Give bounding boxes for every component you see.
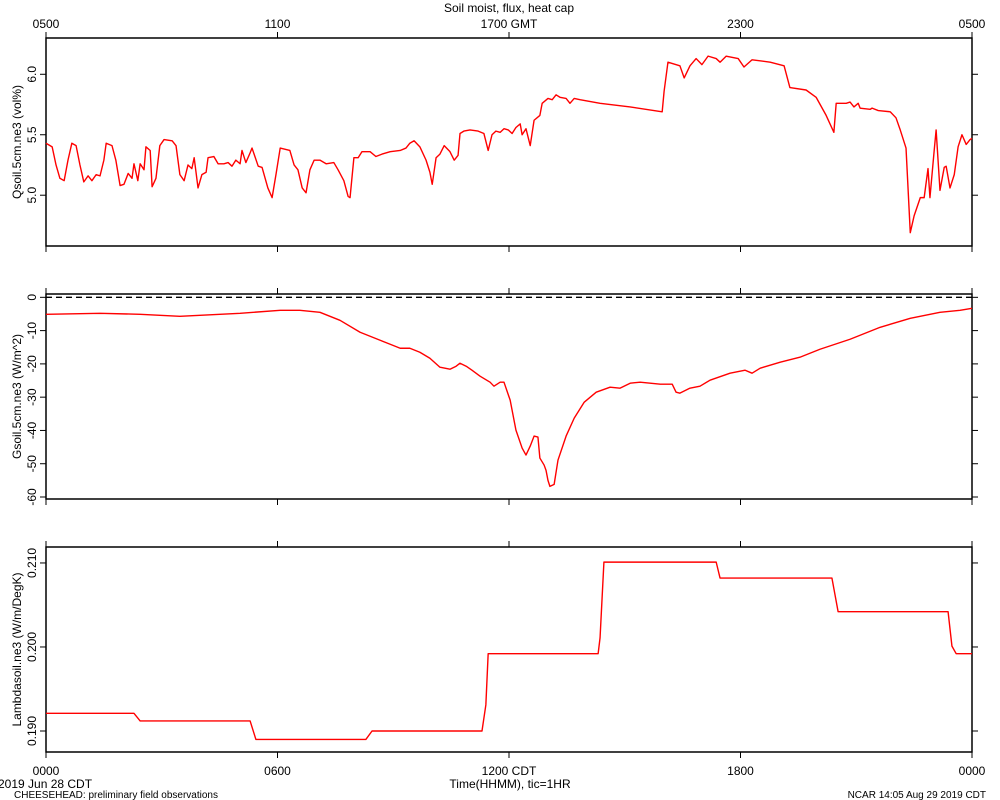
y-tick-label: 0.210 [25, 548, 39, 578]
x-axis-label: Time(HHMM), tic=1HR [449, 777, 571, 791]
x-tick-label: 0000 [959, 764, 986, 778]
y-tick-label: 6.0 [25, 66, 39, 83]
y-axis-label: Gsoil.5cm.ne3 (W/m^2) [10, 334, 24, 459]
plot-frame [45, 37, 973, 247]
y-tick-label: -50 [25, 455, 39, 473]
y-axis-label: Qsoil.5cm.ne3 (vol%) [10, 85, 24, 199]
y-tick-label: -30 [25, 388, 39, 406]
x2-tick-label: 1700 GMT [481, 17, 538, 31]
chart-title: Soil moist, flux, heat cap [444, 1, 574, 15]
x-tick-label: 0000 [33, 764, 60, 778]
x2-tick-label: 2300 [727, 17, 754, 31]
footer-credit: NCAR 14:05 Aug 29 2019 CDT [848, 790, 986, 800]
y-tick-label: 0.200 [25, 632, 39, 662]
data-line [46, 561, 972, 741]
y-tick-label: -20 [25, 355, 39, 373]
data-line [45, 307, 973, 488]
y-axis-label: Lambdasoil.ne3 (W/m/DegK) [10, 572, 24, 726]
x-tick-label: 1800 [727, 764, 754, 778]
y-tick-label: -40 [25, 421, 39, 439]
x-tick-label: 1200 CDT [482, 764, 537, 778]
data-line [45, 55, 973, 234]
x-tick-label: 0600 [264, 764, 291, 778]
y-tick-label: 0.190 [25, 716, 39, 746]
y-tick-label: 5.5 [25, 126, 39, 143]
x2-tick-label: 0500 [959, 17, 986, 31]
x2-tick-label: 0500 [33, 17, 60, 31]
y-tick-label: -10 [25, 322, 39, 340]
y-tick-label: -60 [25, 488, 39, 506]
footer-project: CHEESEHEAD: preliminary field observatio… [14, 790, 218, 800]
y-tick-label: 0 [25, 294, 39, 301]
footer-date: 2019 Jun 28 CDT [0, 777, 93, 791]
y-tick-label: 5.0 [25, 187, 39, 204]
x2-tick-label: 1100 [265, 17, 291, 31]
